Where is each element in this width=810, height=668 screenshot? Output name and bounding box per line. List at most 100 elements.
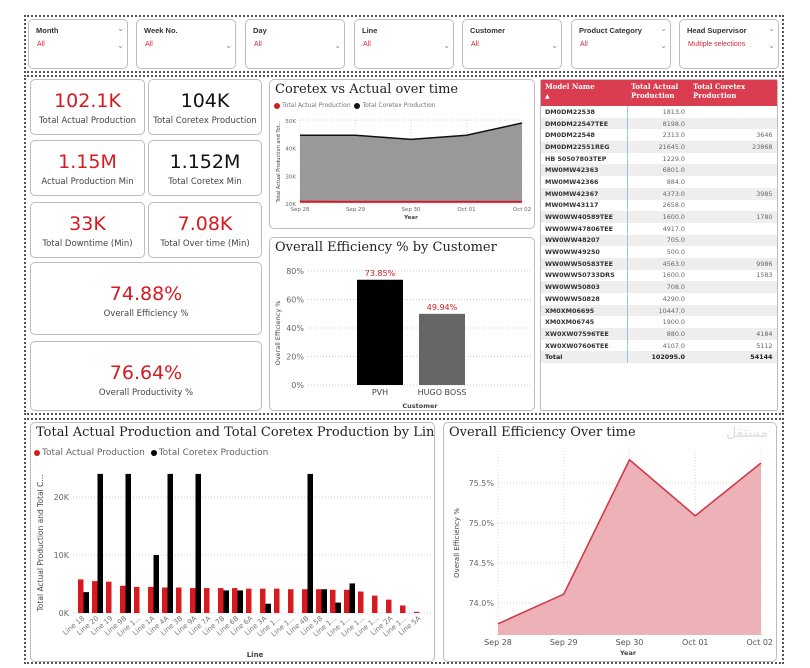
- chevron-down-icon[interactable]: ⌄: [768, 24, 775, 33]
- bar-actual[interactable]: [344, 589, 350, 613]
- slicer-dropdown[interactable]: All: [471, 41, 479, 48]
- cell-model: DM0DM22551REG: [541, 141, 628, 153]
- chart-canvas: 74.0% 74.5% 75.0% 75.5% Sep 28 Sep 29 Sep 30 Oc…: [453, 451, 773, 657]
- bar-actual[interactable]: [204, 588, 210, 613]
- table-row[interactable]: MW0MW42367 4373.0 3985: [541, 187, 777, 200]
- column-header-model-name[interactable]: Model Name ▲: [541, 80, 627, 106]
- chevron-down-icon[interactable]: ⌄: [225, 41, 232, 50]
- table-row[interactable]: DM0DM22548 2313.0 3646: [541, 129, 777, 142]
- bar-actual[interactable]: [372, 595, 378, 613]
- legend-dot-icon: [274, 102, 280, 109]
- bar-pvh[interactable]: [357, 279, 403, 385]
- efficiency-by-customer-chart[interactable]: Overall Efficiency % by Customer 0% 20% 40…: [269, 237, 535, 411]
- table-row[interactable]: DM0DM22551REG 21645.0 23868: [541, 141, 777, 153]
- bar-actual[interactable]: [386, 599, 392, 613]
- table-row[interactable]: WW0WW50733DRS 1600.0 1583: [541, 269, 777, 282]
- bar-actual[interactable]: [106, 581, 112, 613]
- slicer-head-supervisor[interactable]: Head Supervisor Multiple selections ⌄ ⌄: [679, 19, 779, 69]
- bar-coretex[interactable]: [307, 473, 314, 613]
- bar-coretex[interactable]: [153, 555, 160, 613]
- bar-coretex[interactable]: [321, 589, 328, 613]
- slicer-dropdown[interactable]: All: [254, 41, 262, 48]
- bar-actual[interactable]: [316, 589, 322, 613]
- slicer-dropdown[interactable]: All: [145, 41, 153, 48]
- slicer-product-category[interactable]: Product Category All ⌄ ⌄: [571, 19, 671, 69]
- chevron-down-icon[interactable]: ⌄: [117, 41, 124, 50]
- coretex-vs-actual-chart[interactable]: Coretex vs Actual over time Total Actual…: [269, 79, 535, 229]
- table-row[interactable]: WW0WW50828 4290.0: [541, 293, 777, 305]
- production-by-line-chart[interactable]: Total Actual Production and Total Corete…: [30, 422, 435, 662]
- bar-actual[interactable]: [92, 581, 98, 613]
- table-row[interactable]: XW0XW07606TEE 4107.0 5112: [541, 339, 777, 352]
- slicer-week-no-[interactable]: Week No. All ⌄: [136, 19, 236, 69]
- column-header-coretex[interactable]: Total Coretex Production: [689, 80, 777, 106]
- table-row[interactable]: MW0MW42366 884.0: [541, 176, 777, 188]
- chevron-down-icon[interactable]: ⌄: [660, 41, 667, 50]
- table-row[interactable]: WW0WW40589TEE 1600.0 1780: [541, 211, 777, 223]
- bar-actual[interactable]: [400, 605, 406, 613]
- bar-actual[interactable]: [330, 589, 336, 613]
- bar-actual[interactable]: [246, 588, 252, 613]
- bar-actual[interactable]: [162, 587, 168, 613]
- chevron-down-icon[interactable]: ⌄: [551, 41, 558, 50]
- bar-coretex[interactable]: [83, 592, 90, 613]
- slicer-dropdown[interactable]: All: [363, 41, 371, 48]
- chevron-down-icon[interactable]: ⌄: [660, 24, 667, 33]
- chevron-down-icon[interactable]: ⌄: [443, 41, 450, 50]
- bar-actual[interactable]: [190, 588, 196, 613]
- table-row[interactable]: MW0MW43117 2658.0: [541, 199, 777, 212]
- table-row[interactable]: WW0WW49250 500.0: [541, 246, 777, 258]
- slicer-dropdown[interactable]: All: [37, 41, 45, 48]
- bar-actual[interactable]: [288, 589, 294, 613]
- bar-actual[interactable]: [358, 591, 364, 613]
- chevron-down-icon[interactable]: ⌄: [768, 41, 775, 50]
- bar-actual[interactable]: [134, 586, 140, 613]
- kpi-value: 1.152M: [169, 151, 241, 173]
- bar-coretex[interactable]: [335, 602, 342, 613]
- bar-actual[interactable]: [232, 588, 238, 613]
- slicer-month[interactable]: Month All ⌄ ⌄: [28, 19, 128, 69]
- cell-model: XW0XW07606TEE: [541, 339, 628, 352]
- bar-actual[interactable]: [120, 585, 126, 613]
- bar-actual[interactable]: [218, 588, 224, 613]
- slicer-dropdown[interactable]: Multiple selections: [688, 41, 746, 48]
- table-row[interactable]: XM0XM06695 10447.0: [541, 304, 777, 317]
- bar-coretex[interactable]: [349, 583, 356, 613]
- chevron-down-icon[interactable]: ⌄: [117, 24, 124, 33]
- efficiency-over-time-chart[interactable]: Overall Efficiency Over time 74.0% 74.5% 7…: [443, 422, 777, 662]
- bar-actual[interactable]: [302, 589, 308, 613]
- table-row[interactable]: WW0WW48207 705.0: [541, 234, 777, 247]
- table-row[interactable]: DM0DM22538 1813.0: [541, 106, 777, 118]
- table-row[interactable]: WW0WW50583TEE 4563.0 9986: [541, 257, 777, 270]
- table-row[interactable]: WW0WW50803 708.0: [541, 281, 777, 293]
- slicer-dropdown[interactable]: All: [580, 41, 588, 48]
- slicer-line[interactable]: Line All ⌄: [354, 19, 454, 69]
- bar-coretex[interactable]: [125, 473, 132, 613]
- chevron-down-icon[interactable]: ⌄: [334, 41, 341, 50]
- bar-actual[interactable]: [148, 586, 154, 613]
- bar-coretex[interactable]: [237, 590, 244, 613]
- bar-coretex[interactable]: [97, 473, 104, 613]
- bar-actual[interactable]: [414, 611, 420, 613]
- table-row[interactable]: DM0DM22547TEE 8198.0: [541, 117, 777, 130]
- slicer-customer[interactable]: Customer All ⌄: [462, 19, 562, 69]
- bar-actual[interactable]: [78, 579, 84, 613]
- bar-coretex[interactable]: [223, 590, 230, 613]
- table-row[interactable]: WW0WW47806TEE 4917.0: [541, 222, 777, 235]
- bar-actual[interactable]: [176, 587, 182, 613]
- bar-coretex[interactable]: [265, 603, 272, 613]
- table-row[interactable]: XW0XW07596TEE 880.0 4184: [541, 328, 777, 340]
- slicer-day[interactable]: Day All ⌄: [245, 19, 345, 69]
- bar-actual[interactable]: [260, 588, 266, 613]
- bar-actual[interactable]: [274, 588, 280, 613]
- column-header-actual[interactable]: Total Actual Production: [627, 80, 689, 106]
- table-row[interactable]: MW0MW42363 6801.0: [541, 164, 777, 177]
- table-row[interactable]: HB 50507803TEP 1229.0: [541, 152, 777, 165]
- bar-coretex[interactable]: [167, 473, 174, 613]
- bar-hugo-boss[interactable]: [419, 313, 465, 385]
- model-production-table[interactable]: Model Name ▲ Total Actual Production Tota…: [540, 79, 778, 411]
- bar-coretex[interactable]: [195, 473, 202, 613]
- table-row[interactable]: XM0XM06745 1900.0: [541, 316, 777, 329]
- header-text: Model Name: [545, 82, 595, 91]
- coretex-line: [300, 122, 523, 141]
